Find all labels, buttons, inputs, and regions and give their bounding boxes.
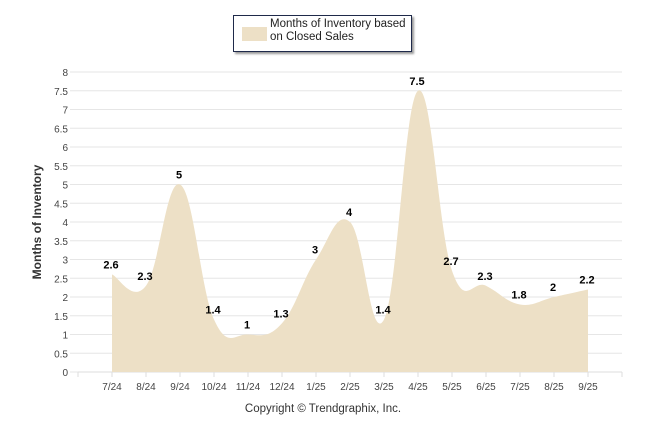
legend-swatch — [242, 27, 267, 41]
x-tick-label: 10/24 — [201, 382, 226, 393]
x-tick-label: 8/24 — [136, 382, 156, 393]
y-tick-label: 8 — [62, 68, 68, 79]
y-tick-label: 7.5 — [54, 87, 68, 98]
data-label: 3 — [312, 245, 318, 257]
data-label: 2.2 — [579, 275, 594, 287]
x-tick-label: 1/25 — [306, 382, 326, 393]
data-label: 4 — [346, 207, 353, 219]
x-tick-label: 8/25 — [544, 382, 564, 393]
x-tick-label: 6/25 — [476, 382, 496, 393]
x-tick-label: 7/25 — [510, 382, 530, 393]
data-label: 1.4 — [205, 305, 221, 317]
y-tick-label: 4.5 — [54, 199, 68, 210]
y-tick-label: 1 — [62, 331, 68, 342]
y-tick-label: 1.5 — [54, 312, 68, 323]
data-label: 7.5 — [409, 76, 424, 88]
data-label: 2.6 — [103, 260, 118, 272]
x-tick-label: 11/24 — [236, 382, 261, 393]
y-tick-label: 0.5 — [54, 349, 68, 360]
data-label: 2.7 — [443, 256, 458, 268]
x-tick-label: 12/24 — [269, 382, 294, 393]
y-tick-label: 3.5 — [54, 237, 68, 248]
x-tick-label: 4/25 — [408, 382, 428, 393]
copyright: Copyright © Trendgraphix, Inc. — [244, 403, 402, 415]
y-tick-label: 6.5 — [54, 124, 68, 135]
data-label: 5 — [176, 170, 182, 182]
x-tick-label: 5/25 — [442, 382, 462, 393]
x-tick-label: 9/24 — [170, 382, 190, 393]
y-tick-label: 5 — [62, 181, 68, 192]
y-tick-label: 4 — [62, 218, 68, 229]
x-tick-label: 3/25 — [374, 382, 394, 393]
series-area — [112, 90, 588, 372]
y-tick-label: 7 — [62, 106, 68, 117]
y-tick-label: 0 — [62, 368, 68, 379]
y-tick-label: 2 — [62, 293, 68, 304]
y-tick-label: 6 — [62, 143, 68, 154]
x-tick-label: 7/24 — [102, 382, 122, 393]
legend-label: Months of Inventory based on Closed Sale… — [270, 18, 406, 43]
data-label: 2.3 — [477, 271, 492, 283]
data-label: 2 — [550, 282, 556, 294]
data-label: 1.3 — [273, 308, 288, 320]
x-tick-label: 9/25 — [578, 382, 598, 393]
y-tick-label: 5.5 — [54, 162, 68, 173]
data-label: 2.3 — [137, 271, 152, 283]
y-axis-title: Months of Inventory — [30, 164, 44, 279]
y-tick-label: 2.5 — [54, 274, 68, 285]
data-label: 1.4 — [375, 305, 391, 317]
data-label: 1 — [244, 320, 250, 332]
y-tick-label: 3 — [62, 256, 68, 267]
x-tick-label: 2/25 — [340, 382, 360, 393]
data-label: 1.8 — [511, 290, 526, 302]
legend: Months of Inventory based on Closed Sale… — [233, 15, 412, 52]
